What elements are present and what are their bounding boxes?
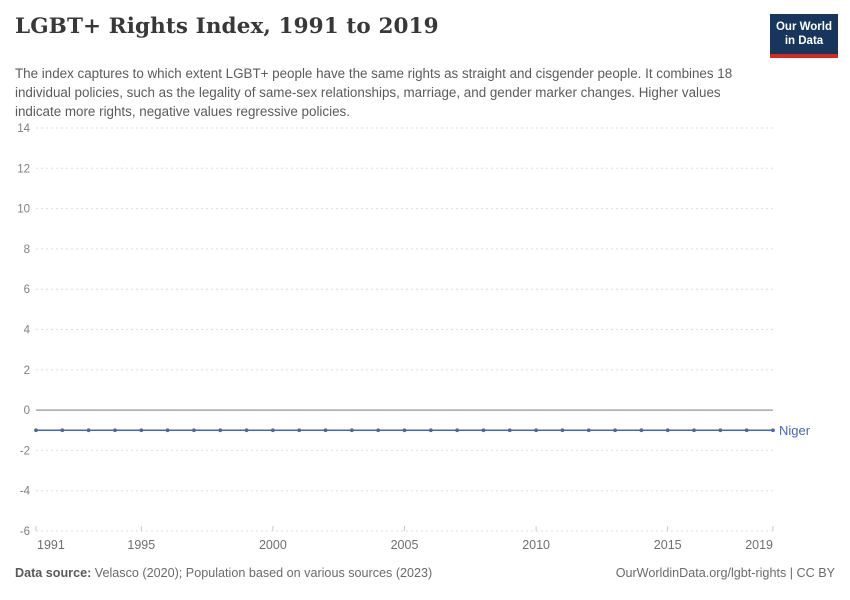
y-tick-label: 14 xyxy=(17,123,30,135)
x-tick-label: 2000 xyxy=(259,538,287,552)
page-title: LGBT+ Rights Index, 1991 to 2019 xyxy=(15,14,439,39)
data-point xyxy=(218,428,223,433)
data-point xyxy=(455,428,460,433)
data-point xyxy=(192,428,196,433)
y-tick-label: 8 xyxy=(24,244,30,256)
chart-footer: Data source: Velasco (2020); Population … xyxy=(15,566,835,580)
data-source-label: Data source: xyxy=(15,566,92,580)
owid-logo-line2: in Data xyxy=(784,35,824,48)
data-point xyxy=(507,428,512,433)
data-source-note: Data source: Velasco (2020); Population … xyxy=(15,566,432,580)
x-tick-label: 2019 xyxy=(745,538,773,552)
data-point xyxy=(60,428,65,433)
y-tick-label: 4 xyxy=(24,325,31,337)
y-tick-label: 6 xyxy=(24,284,30,296)
y-tick-label: 12 xyxy=(17,163,30,175)
data-point xyxy=(34,428,38,433)
data-point xyxy=(481,428,486,433)
x-tick-label: 1995 xyxy=(127,538,155,552)
data-point xyxy=(297,428,302,433)
data-point xyxy=(113,428,117,433)
x-tick-label: 2015 xyxy=(654,538,682,552)
owid-citation-link[interactable]: OurWorldinData.org/lgbt-rights | CC BY xyxy=(615,566,835,580)
data-point xyxy=(744,428,749,433)
y-tick-label: 2 xyxy=(24,365,30,377)
data-point xyxy=(402,428,407,433)
data-point xyxy=(349,428,354,433)
data-point xyxy=(613,428,617,433)
data-point xyxy=(270,428,275,433)
data-point xyxy=(771,428,775,433)
data-point xyxy=(534,428,539,433)
data-point xyxy=(692,428,696,433)
x-tick-label: 2005 xyxy=(391,538,419,552)
data-point xyxy=(560,428,565,433)
chart-subtitle: The index captures to which extent LGBT+… xyxy=(15,66,733,120)
data-point xyxy=(165,428,170,433)
y-tick-label: -4 xyxy=(20,486,31,498)
data-point xyxy=(244,428,249,433)
data-point xyxy=(665,428,670,433)
data-point xyxy=(139,428,144,433)
data-point xyxy=(639,428,644,433)
data-point xyxy=(428,428,433,433)
x-tick-label: 1991 xyxy=(37,538,65,552)
data-point xyxy=(718,428,723,433)
y-tick-label: 10 xyxy=(17,204,30,216)
owid-logo[interactable]: Our World in Data xyxy=(770,14,838,58)
data-point xyxy=(586,428,591,433)
chart-svg: 14 12 10 8 6 4 2 0 -2 -4 -6 1991 1995 2000 2005 2010 201… xyxy=(17,123,811,552)
data-source-text: Velasco (2020); Population based on vari… xyxy=(91,566,433,580)
y-tick-label: -6 xyxy=(20,526,30,538)
entity-label-niger: Niger xyxy=(779,423,811,438)
y-tick-label: 0 xyxy=(24,405,30,417)
data-point xyxy=(86,428,91,433)
x-tick-label: 2010 xyxy=(522,538,550,552)
data-point xyxy=(323,428,328,433)
y-tick-label: -2 xyxy=(20,445,30,457)
data-point xyxy=(376,428,381,433)
owid-logo-line1: Our World xyxy=(775,21,832,33)
